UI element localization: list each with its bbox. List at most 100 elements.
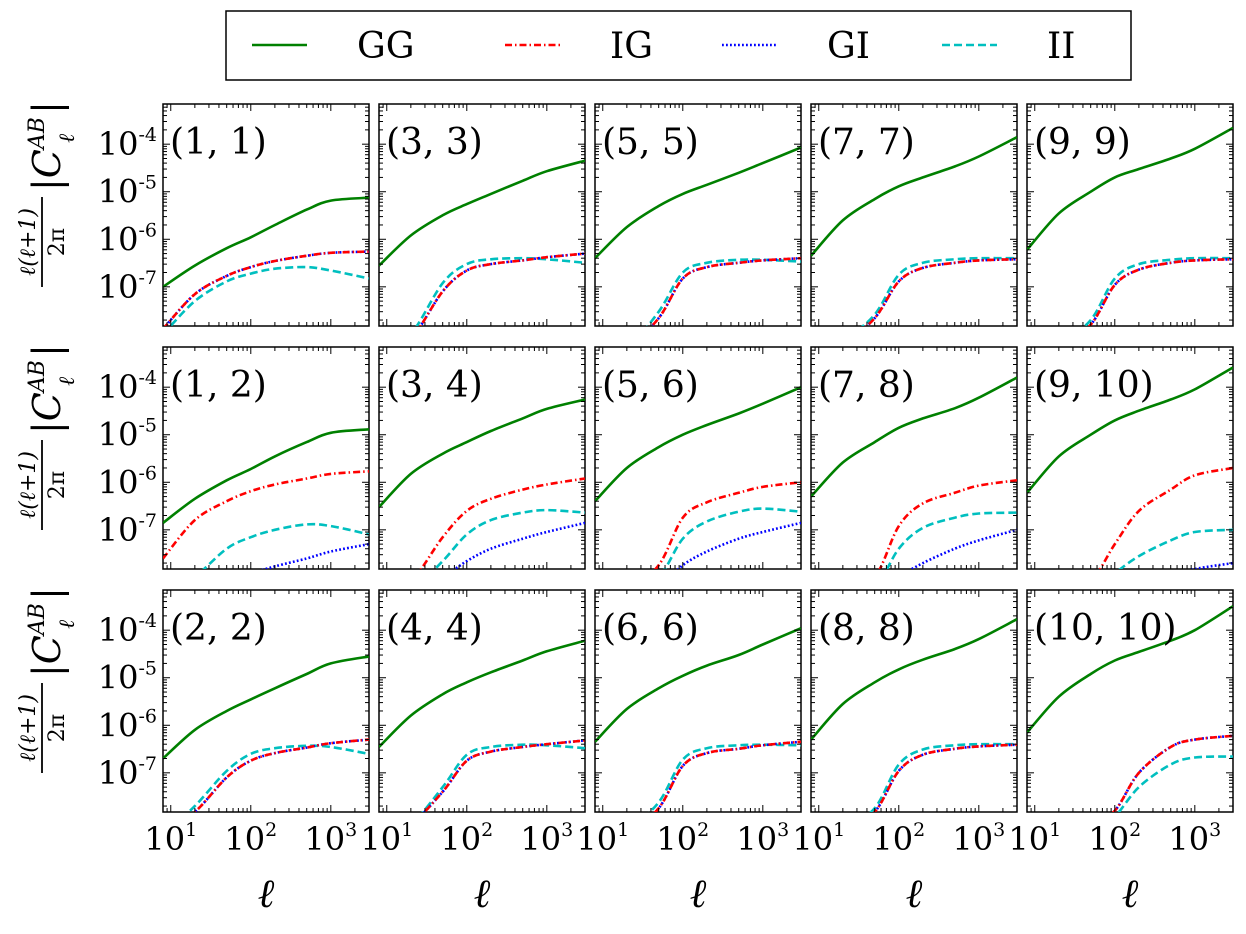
panel-label: (6, 6) [602,608,699,649]
series-gg-line [811,618,1017,741]
panel-ticks [810,103,1018,326]
series-gg-line [595,386,801,503]
x-tick-label: 102 [656,819,709,858]
y-label-numerator: ℓ(ℓ+1) [16,451,41,519]
x-tick-label: 103 [304,819,357,858]
panel-series [379,159,585,326]
x-tick-label: 101 [792,819,845,858]
series-gg-line [379,639,585,748]
series-ii-line [1083,256,1233,326]
panel-label: (7, 7) [818,122,915,163]
y-label-denominator: 2π [45,228,70,256]
y-label-denominator: 2π [45,471,70,499]
series-ii-line [415,256,585,326]
y-axis-labels: ℓ(ℓ+1) 2π|CAB ℓ|ℓ(ℓ+1) 2π|CAB ℓ|ℓ(ℓ+1) 2π|CAB… [16,101,80,773]
series-ig-line [878,479,1017,569]
series-ii-line [646,258,801,326]
x-tick-label: 101 [1008,819,1061,858]
x-tick-label: 103 [952,819,1005,858]
y-label-numerator: ℓ(ℓ+1) [16,694,41,762]
panel-2-2: (2, 2) 10-7 10-6 10-5 10-4 101 102 103 [98,589,370,858]
y-tick-label: 10-6 [98,462,157,501]
y-tick-label: 10-5 [98,658,157,697]
panel-ticks [1026,346,1234,569]
y-tick-label: 10-6 [98,705,157,744]
panel-ticks [162,589,370,812]
panel-series [811,618,1017,812]
y-axis-label: ℓ(ℓ+1) 2π |CAB ℓ| [16,587,80,773]
series-ig-line [650,256,801,326]
legend-label-gg: GG [357,26,415,67]
x-tick-label: 102 [1088,819,1141,858]
panel-frame [594,589,802,813]
y-tick-label: 10-4 [98,124,157,163]
y-label-cl: |CAB ℓ| [25,344,80,434]
series-gg-line [811,376,1017,498]
panel-series [595,386,801,569]
y-tick-label: 10-7 [98,510,157,549]
series-gg-line [1027,126,1233,251]
panel-label: (9, 10) [1034,365,1154,406]
x-tick-label: 101 [360,819,413,858]
panel-frame [378,103,586,327]
series-gg-line [595,627,801,743]
panel-label: (5, 6) [602,365,699,406]
panel-frame [378,589,586,813]
x-tick-label: 103 [520,819,573,858]
panel-9-10: (9, 10) [1026,346,1234,570]
series-gi-line [192,738,369,812]
x-axis-label: ℓ [1122,871,1139,917]
series-ig-line [1087,258,1233,326]
legend: GG IG GI II [225,10,1132,81]
legend-label-ii: II [1047,26,1075,67]
panel-series [163,655,369,812]
panel-10-10: (10, 10) 101 102 103 [1008,589,1234,858]
panel-series [1027,366,1233,569]
panel-5-5: (5, 5) [594,103,802,327]
panel-8-8: (8, 8) 101 102 103 [792,589,1018,858]
panel-series [811,136,1017,326]
series-ii-line [885,511,1017,569]
series-gi-line [452,521,585,569]
x-axis-label: ℓ [474,871,491,917]
panel-series [1027,126,1233,326]
series-ig-line [192,738,369,812]
y-tick-label: 10-5 [98,415,157,454]
panel-label: (5, 5) [602,122,699,163]
series-ig-line [1111,734,1233,812]
panel-series [811,376,1017,569]
series-ii-line [663,507,801,569]
y-tick-label: 10-5 [98,172,157,211]
series-gg-line [811,136,1017,257]
series-gg-line [163,196,369,288]
x-tick-label: 103 [1168,819,1221,858]
panel-label: (4, 4) [386,608,483,649]
panel-series [163,428,369,569]
panel-ticks [594,589,802,812]
series-gi-line [261,542,369,569]
panel-ticks [378,103,586,326]
panel-frame [810,103,1018,327]
panel-1-1: (1, 1) 10-7 10-6 10-5 10-4 [98,103,370,327]
panel-grid: (1, 1) 10-7 10-6 10-5 10-4 (3, 3) (5, 5) (7, 7)… [98,103,1234,858]
series-ig-line [653,481,801,569]
x-tick-label: 102 [224,819,277,858]
y-axis-label: ℓ(ℓ+1) 2π |CAB ℓ| [16,344,80,530]
legend-label-ig: IG [610,26,653,67]
panel-frame [594,346,802,570]
series-ig-line [653,740,801,812]
panel-1-2: (1, 2) 10-7 10-6 10-5 10-4 [98,346,370,570]
panel-frame [1026,103,1234,327]
panel-5-6: (5, 6) [594,346,802,570]
series-ig-line [422,739,585,812]
panel-frame [162,589,370,813]
y-tick-label: 10-4 [98,367,157,406]
panel-frame [810,346,1018,570]
panel-ticks [594,103,802,326]
series-gi-line [676,521,801,569]
series-gg-line [379,159,585,267]
series-ii-line [186,744,369,812]
series-ig-line [418,252,585,326]
